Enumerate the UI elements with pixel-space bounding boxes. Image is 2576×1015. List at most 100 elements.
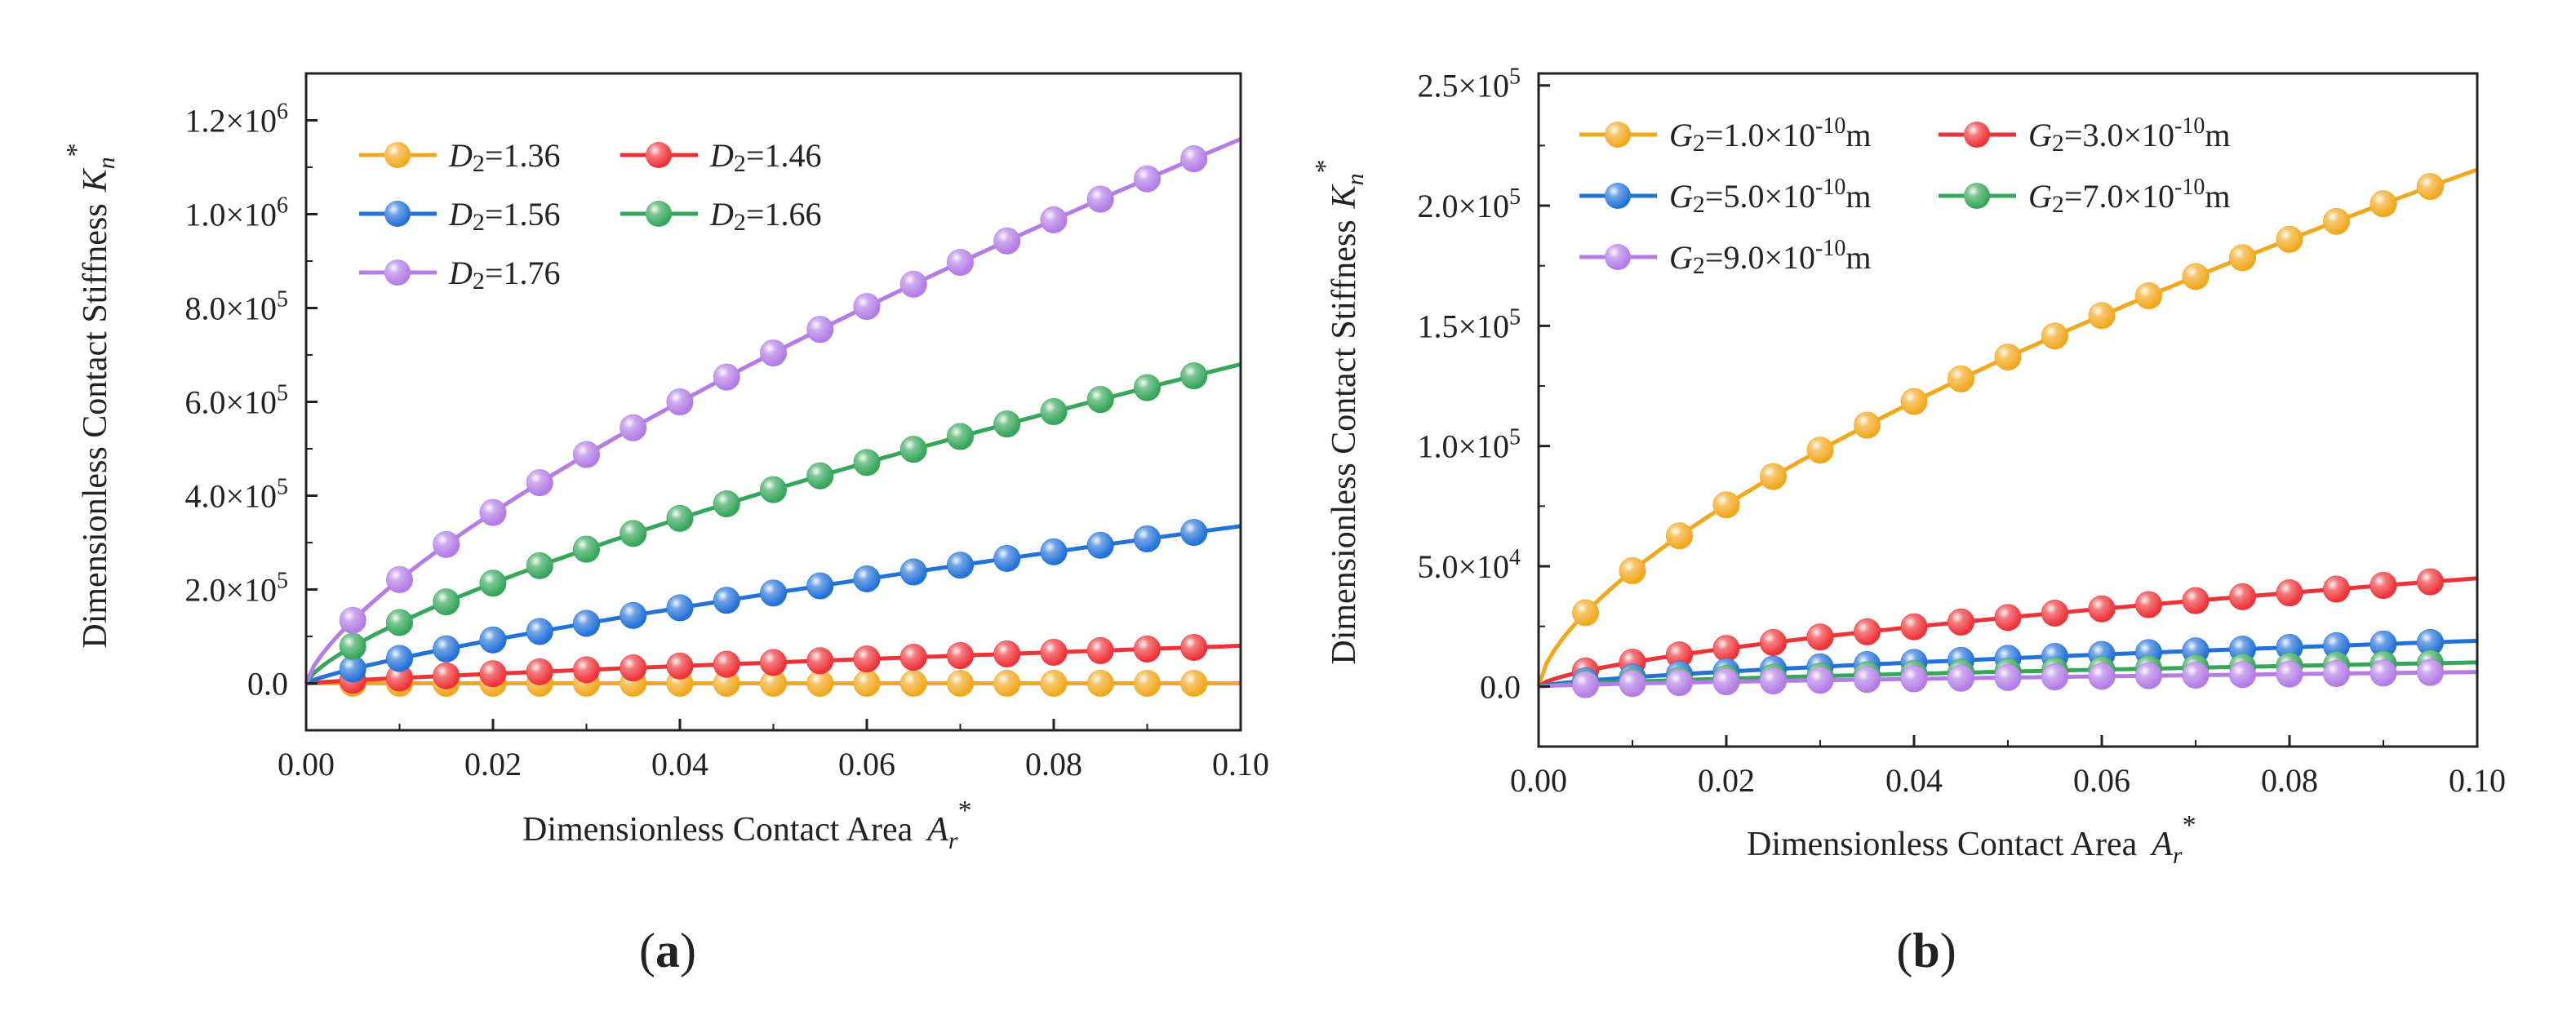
y-tick-label: 5.0×104 xyxy=(1417,545,1521,585)
legend-unit: m xyxy=(2205,117,2230,153)
y-tick-label: 1.0×105 xyxy=(1417,425,1521,465)
data-point xyxy=(526,552,553,579)
data-point xyxy=(947,642,974,670)
y-tick-label: 1.0×106 xyxy=(184,193,288,233)
data-point xyxy=(806,647,834,675)
y-axis-title-a: Dimensionless Contact Stiffness Kn* xyxy=(61,143,120,648)
data-point xyxy=(2088,302,2116,330)
y-tick-label: 8.0×105 xyxy=(184,287,288,327)
data-point xyxy=(2041,322,2068,350)
data-point xyxy=(760,649,787,676)
data-point xyxy=(1134,165,1161,193)
data-point xyxy=(806,316,834,344)
legend-item: G2=5.0×10-10m xyxy=(1579,175,1871,218)
svg-text:D2=1.36: D2=1.36 xyxy=(448,137,560,177)
legend-symbol: G xyxy=(1669,178,1693,215)
data-point xyxy=(573,441,600,468)
svg-text:G2=5.0×10-10m: G2=5.0×10-10m xyxy=(1669,175,1871,218)
panel-label-close: ) xyxy=(1940,924,1956,977)
svg-text:G2=3.0×10-10m: G2=3.0×10-10m xyxy=(2028,113,2230,157)
data-point xyxy=(1572,599,1599,627)
data-point xyxy=(947,423,974,450)
data-point xyxy=(806,670,834,697)
legend-symbol: D xyxy=(448,196,473,233)
data-point xyxy=(2088,595,2116,623)
y-axis-title-symbol: K xyxy=(77,167,114,193)
legend-value: =1.46 xyxy=(746,137,822,174)
legend-unit: m xyxy=(2205,178,2230,215)
data-point xyxy=(993,640,1021,667)
data-point xyxy=(1040,638,1068,666)
legend-subscript: 2 xyxy=(2052,191,2064,218)
data-point xyxy=(1666,669,1693,697)
y-axis-title-symbol: K xyxy=(1326,184,1363,209)
legend-item: G2=1.0×10-10m xyxy=(1579,113,1871,157)
data-point xyxy=(2041,663,2068,691)
data-point xyxy=(1712,635,1740,663)
data-point xyxy=(573,656,600,684)
legend-subscript: 2 xyxy=(1693,130,1705,157)
legend-marker-shine xyxy=(1605,122,1631,148)
data-point xyxy=(1086,670,1114,697)
data-point xyxy=(2088,663,2116,690)
legend-unit: m xyxy=(1845,178,1871,215)
x-axis-title-subscript: r xyxy=(948,827,958,854)
chart-panel-b: 0.0 5.0×104 1.0×105 1.5×105 2.0×105 2.5×105 0… xyxy=(1310,64,2506,977)
data-point xyxy=(1040,670,1068,697)
data-point xyxy=(526,618,553,645)
x-tick-label: 0.08 xyxy=(1025,746,1082,782)
data-point xyxy=(2417,628,2444,656)
data-point xyxy=(2182,662,2210,689)
x-axis-title-text: Dimensionless Contact Area xyxy=(522,811,913,849)
data-point xyxy=(1900,613,1928,640)
data-point xyxy=(573,609,600,637)
data-point xyxy=(386,565,413,593)
legend-a: D2=1.36 D2=1.46 D2=1.56 D2=1.66 D2=1.76 xyxy=(359,137,821,295)
data-point xyxy=(760,670,787,697)
data-point xyxy=(899,270,927,298)
data-point xyxy=(1854,666,1881,694)
data-point xyxy=(620,601,647,629)
data-point xyxy=(2417,568,2444,596)
panel-label-open: ( xyxy=(1896,924,1912,977)
legend-subscript: 2 xyxy=(2052,130,2064,157)
data-point xyxy=(1994,344,2022,371)
data-point xyxy=(573,535,600,563)
x-axis-a: 0.00 0.02 0.04 0.06 0.08 0.10 xyxy=(278,719,1269,782)
data-point xyxy=(806,572,834,600)
panel-label-b: (b) xyxy=(1896,924,1956,977)
legend-unit: m xyxy=(1845,117,1871,153)
data-point xyxy=(2135,591,2162,618)
legend-value: =5.0×10 xyxy=(1705,178,1815,215)
x-axis-title-superscript: * xyxy=(2183,810,2196,840)
data-point xyxy=(1760,628,1787,656)
legend-item: D2=1.46 xyxy=(620,137,821,177)
legend-marker-shine xyxy=(1605,244,1631,270)
data-point xyxy=(1180,145,1208,173)
data-point xyxy=(479,660,507,688)
data-point xyxy=(853,645,881,673)
data-point xyxy=(526,658,553,685)
legend-symbol: D xyxy=(709,137,734,174)
data-point xyxy=(2323,660,2350,688)
x-axis-title-superscript: * xyxy=(958,796,972,826)
y-axis-a: 0.0 2.0×105 4.0×105 6.0×105 8.0×105 1.0×106 1.… xyxy=(184,100,318,703)
data-point xyxy=(1994,604,2022,632)
legend-value: =3.0×10 xyxy=(2064,117,2174,153)
legend-item: D2=1.56 xyxy=(359,196,560,236)
legend-subscript: 2 xyxy=(1693,191,1705,218)
legend-value: =1.56 xyxy=(485,196,561,233)
data-point xyxy=(2041,599,2068,627)
x-tick-label: 0.06 xyxy=(838,746,895,782)
legend-subscript: 2 xyxy=(734,209,746,236)
x-axis-title-text: Dimensionless Contact Area xyxy=(1747,826,2138,863)
legend-symbol: D xyxy=(448,255,473,291)
data-point xyxy=(2229,583,2256,610)
legend-item: G2=9.0×10-10m xyxy=(1579,236,1871,279)
data-point xyxy=(2323,207,2350,235)
legend-symbol: D xyxy=(709,196,734,233)
data-point xyxy=(526,469,553,497)
series-layer-b xyxy=(1536,167,2478,698)
data-point xyxy=(993,227,1021,255)
data-point xyxy=(386,664,413,692)
